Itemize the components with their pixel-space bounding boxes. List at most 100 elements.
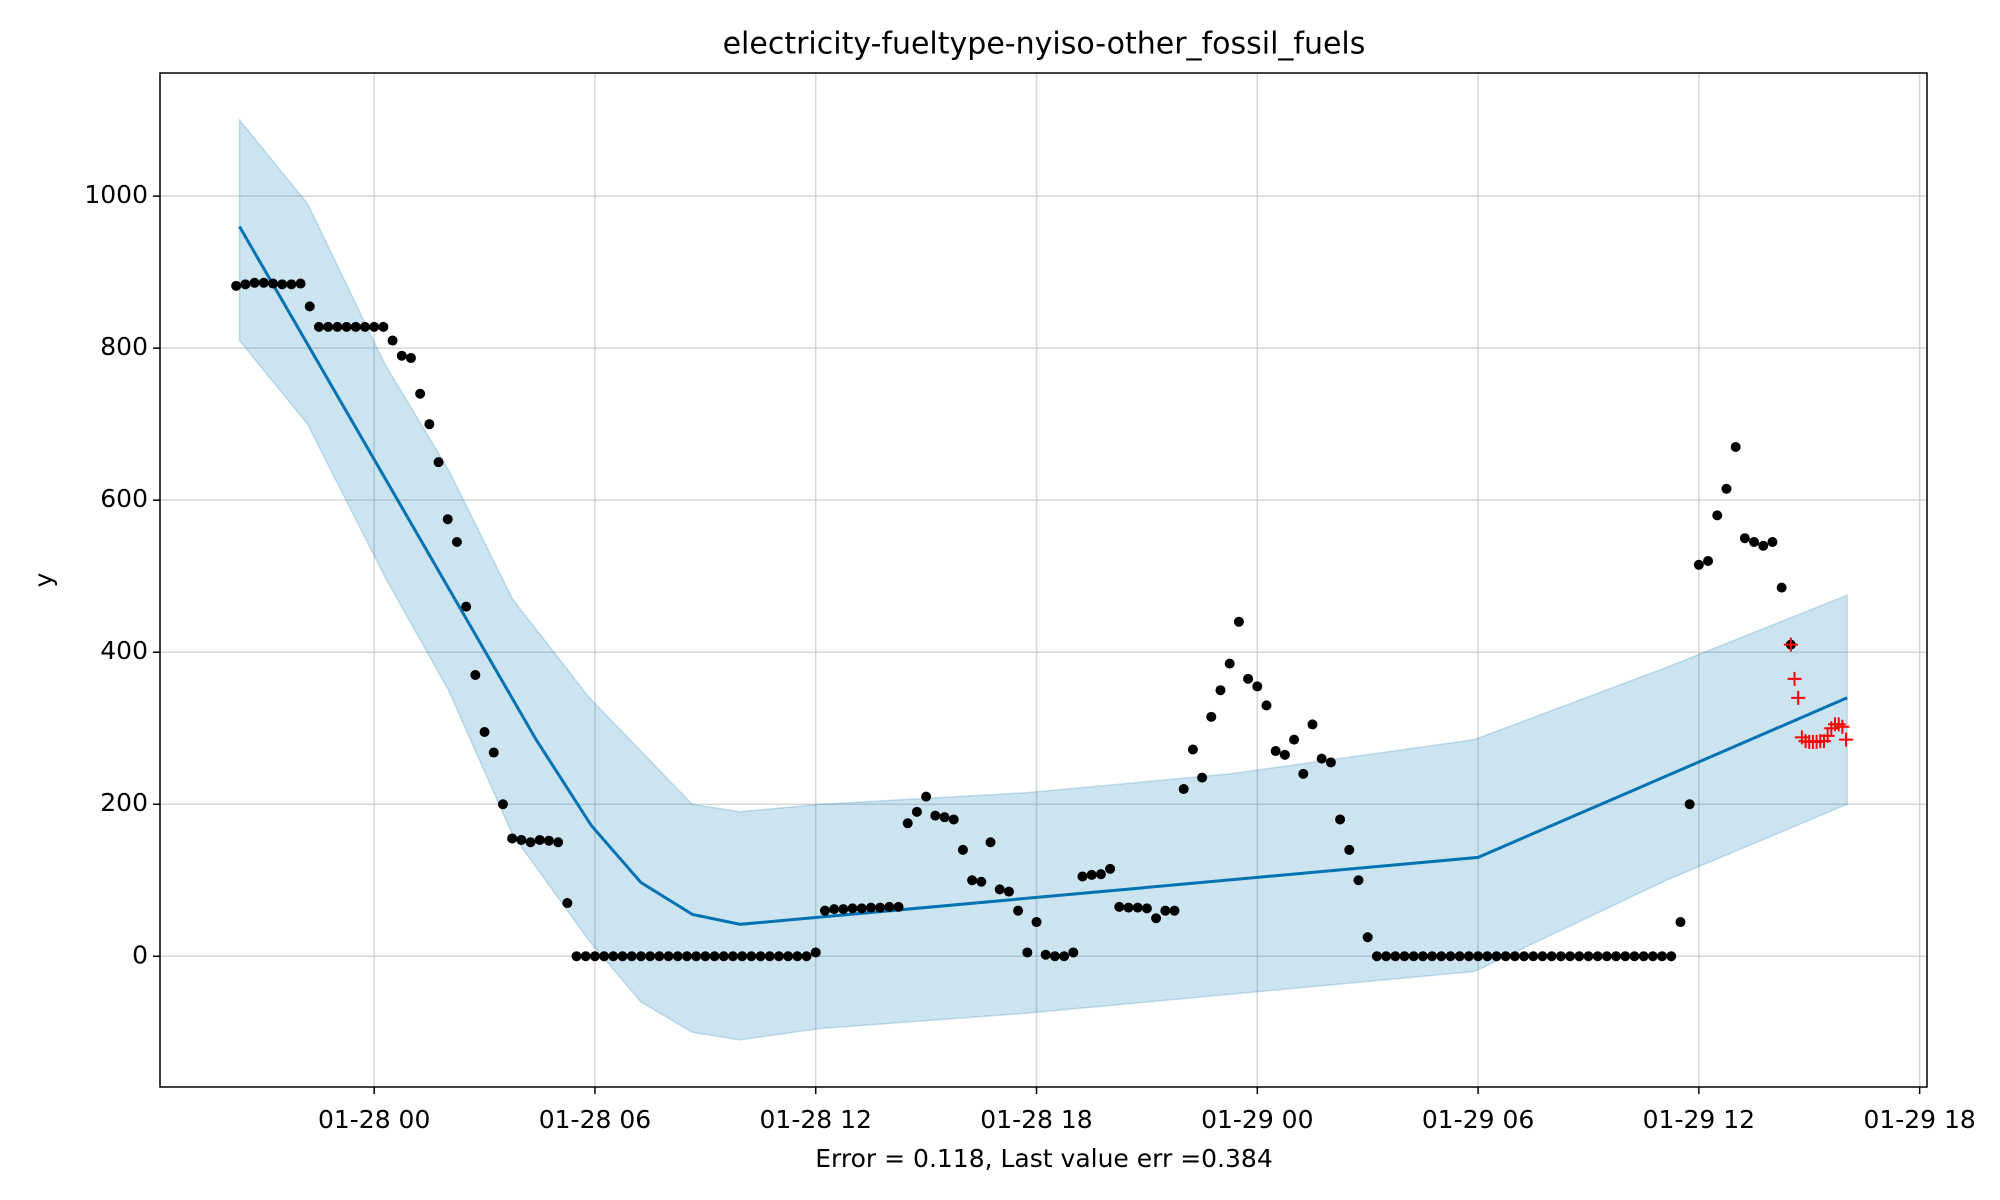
observed-point (433, 457, 444, 468)
observed-point (1749, 536, 1760, 547)
x-tick-label: 01-29 00 (1201, 1105, 1313, 1134)
observed-point (1417, 951, 1428, 962)
observed-point (865, 902, 876, 913)
observed-point (911, 806, 922, 817)
observed-point (829, 904, 840, 915)
observed-point (258, 277, 269, 288)
observed-point (948, 814, 959, 825)
observed-point (1141, 903, 1152, 914)
observed-point (1473, 951, 1484, 962)
observed-point (1601, 951, 1612, 962)
observed-point (470, 670, 481, 681)
y-tick-label: 400 (100, 636, 148, 665)
observed-point (1335, 814, 1346, 825)
observed-point (1215, 685, 1226, 696)
observed-point (553, 837, 564, 848)
observed-point (1436, 951, 1447, 962)
observed-point (1353, 875, 1364, 886)
y-tick-label: 600 (100, 484, 148, 513)
x-tick-label: 01-28 00 (318, 1105, 430, 1134)
observed-point (801, 951, 812, 962)
observed-point (378, 321, 389, 332)
observed-point (1031, 917, 1042, 928)
observed-point (1187, 744, 1198, 755)
y-tick-label: 800 (100, 332, 148, 361)
observed-point (1703, 555, 1714, 566)
observed-point (1390, 951, 1401, 962)
observed-point (819, 905, 830, 916)
observed-point (1105, 863, 1116, 874)
observed-point (1298, 768, 1309, 779)
observed-point (313, 321, 324, 332)
observed-point (1114, 901, 1125, 912)
observed-point (1040, 949, 1051, 960)
forecast-line (238, 225, 1848, 926)
observed-point (976, 876, 987, 887)
observed-point (1160, 905, 1171, 916)
observed-point (792, 951, 803, 962)
observed-point (1454, 951, 1465, 962)
observed-point (415, 388, 426, 399)
observed-point (369, 321, 380, 332)
observed-point (727, 951, 738, 962)
observed-point (1519, 951, 1530, 962)
x-tick-label: 01-29 06 (1422, 1105, 1534, 1134)
observed-point (1500, 951, 1511, 962)
observed-point (231, 280, 242, 291)
observed-point (1261, 700, 1272, 711)
observed-point (1206, 711, 1217, 722)
observed-point (1592, 951, 1603, 962)
observed-point (525, 837, 536, 848)
observed-point (488, 747, 499, 758)
observed-point (1178, 784, 1189, 795)
observed-point (1565, 951, 1576, 962)
observed-point (1638, 951, 1649, 962)
observed-point (1279, 749, 1290, 760)
observed-point (1013, 905, 1024, 916)
observed-point (1399, 951, 1410, 962)
x-tick-label: 01-29 12 (1643, 1105, 1755, 1134)
observed-point (902, 818, 913, 829)
observed-point (773, 951, 784, 962)
observed-point (1537, 951, 1548, 962)
observed-point (1463, 951, 1474, 962)
observed-point (691, 951, 702, 962)
observed-point (967, 875, 978, 886)
observed-point (1132, 902, 1143, 913)
observed-point (755, 951, 766, 962)
observed-point (635, 951, 646, 962)
chart-title: electricity-fueltype-nyiso-other_fossil_… (723, 27, 1366, 62)
observed-point (1325, 757, 1336, 768)
test-point (1839, 732, 1854, 747)
observed-point (737, 951, 748, 962)
observed-point (1381, 951, 1392, 962)
observed-point (405, 353, 416, 364)
observed-point (1003, 886, 1014, 897)
test-point (1835, 719, 1850, 734)
observed-point (1666, 951, 1677, 962)
observed-point (1169, 905, 1180, 916)
observed-point (497, 799, 508, 810)
observed-point (396, 350, 407, 361)
observed-point (350, 321, 361, 332)
observed-point (838, 904, 849, 915)
observed-point (1243, 673, 1254, 684)
observed-point (442, 514, 453, 525)
observed-point (1316, 753, 1327, 764)
observed-point (1289, 734, 1300, 745)
observed-point (856, 903, 867, 914)
observed-point (1684, 799, 1695, 810)
observed-point (1767, 536, 1778, 547)
observed-point (626, 951, 637, 962)
observed-point (1371, 951, 1382, 962)
observed-point (1574, 951, 1585, 962)
observed-point (341, 321, 352, 332)
observed-point (1151, 913, 1162, 924)
observed-point (875, 902, 886, 913)
observed-point (1049, 951, 1060, 962)
observed-point (543, 835, 554, 846)
observed-point (1629, 951, 1640, 962)
observed-point (672, 951, 683, 962)
observed-point (599, 951, 610, 962)
observed-point (1307, 719, 1318, 730)
